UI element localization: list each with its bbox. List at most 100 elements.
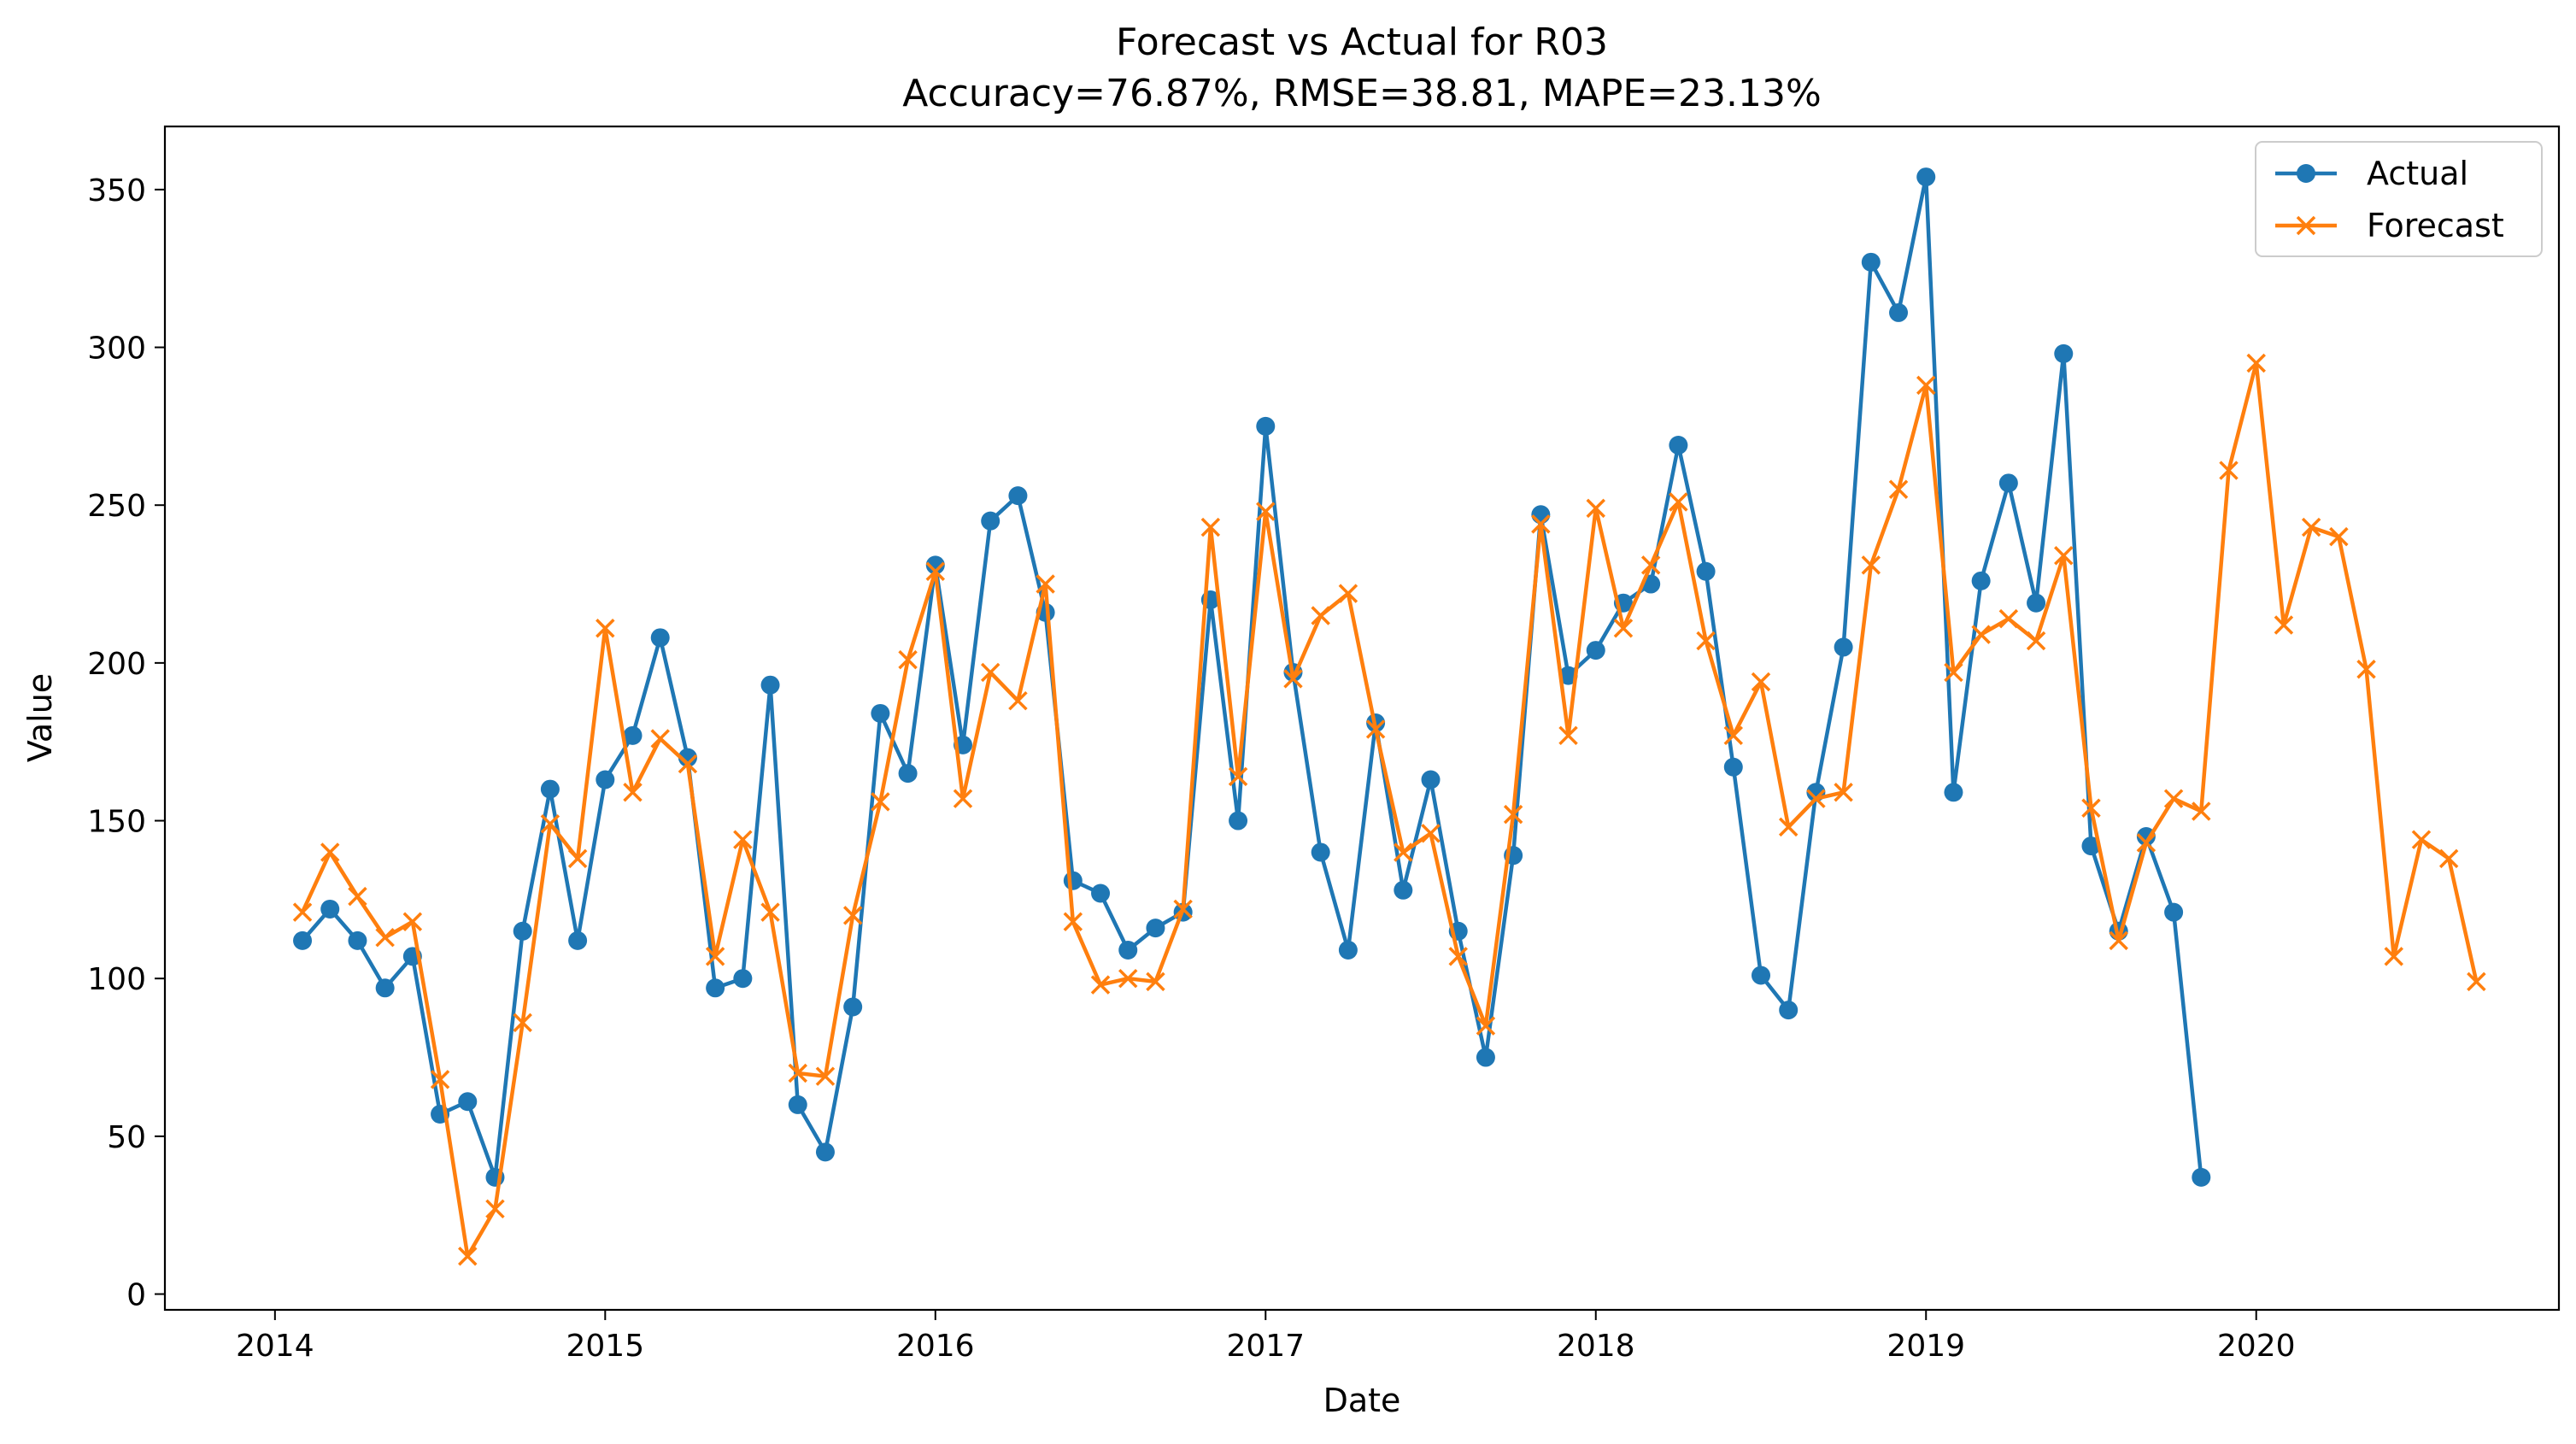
x-tick-label: 2018: [1557, 1329, 1635, 1364]
forecast-point: [1834, 783, 1853, 802]
actual-point: [293, 930, 313, 950]
y-axis-label: Value: [21, 673, 59, 762]
forecast-point: [2329, 526, 2349, 547]
actual-point: [1971, 571, 1991, 590]
forecast-point: [1640, 555, 1661, 575]
forecast-point: [2467, 971, 2486, 992]
forecast-point: [1063, 912, 1083, 931]
forecast-point: [1036, 574, 1055, 594]
forecast-point: [1696, 631, 1716, 651]
forecast-point: [2192, 801, 2211, 821]
forecast-point: [1448, 947, 1468, 966]
actual-point: [2054, 343, 2074, 363]
actual-point: [1146, 919, 1165, 938]
actual-point: [898, 764, 918, 784]
forecast-point: [898, 649, 918, 670]
forecast-point: [2384, 947, 2403, 966]
forecast-point: [1118, 968, 1138, 989]
forecast-point: [1806, 789, 1826, 808]
forecast-point: [320, 842, 340, 862]
forecast-point: [2219, 461, 2239, 480]
forecast-point: [2136, 833, 2156, 853]
forecast-point: [1476, 1016, 1496, 1036]
legend: Actual Forecast: [2255, 141, 2543, 257]
forecast-point: [2054, 546, 2074, 566]
actual-point: [843, 997, 863, 1017]
y-tick-label: 50: [107, 1120, 146, 1155]
actual-point: [623, 725, 643, 745]
forecast-point: [980, 662, 1000, 683]
forecast-point: [1503, 804, 1523, 825]
actual-point: [375, 978, 395, 998]
actual-point: [458, 1092, 478, 1112]
y-tick-label: 250: [87, 489, 146, 524]
x-tick-label: 2015: [566, 1329, 644, 1364]
actual-point: [650, 628, 670, 648]
forecast-point: [1228, 766, 1248, 787]
actual-point: [348, 930, 367, 950]
actual-point: [1558, 666, 1578, 685]
actual-point: [1229, 811, 1248, 831]
y-tick-label: 350: [87, 173, 146, 208]
legend-actual-label: Actual: [2367, 155, 2468, 192]
actual-point: [1834, 637, 1853, 657]
actual-point: [1256, 416, 1276, 436]
forecast-point: [2246, 353, 2266, 373]
forecast-point: [1669, 492, 1688, 512]
forecast-point: [953, 789, 973, 808]
forecast-point: [1778, 817, 1799, 837]
x-tick-label: 2020: [2217, 1329, 2296, 1364]
actual-point: [788, 1095, 807, 1114]
forecast-point: [623, 783, 643, 802]
forecast-point: [567, 848, 588, 869]
actual-series-line: [301, 174, 2203, 1180]
forecast-point: [1916, 375, 1936, 396]
actual-point: [1421, 770, 1441, 790]
actual-point: [871, 703, 890, 723]
legend-forecast-marker: [2296, 215, 2316, 236]
actual-point: [1779, 1001, 1799, 1020]
actual-point: [1118, 940, 1138, 960]
actual-point: [733, 969, 753, 989]
x-axis-ticks: 2014 2015 2016 2017 2018 2019 2020: [236, 1310, 2296, 1364]
y-tick-label: 200: [87, 647, 146, 682]
y-tick-label: 300: [87, 332, 146, 367]
forecast-point: [2438, 848, 2459, 869]
forecast-point: [760, 902, 780, 922]
actual-point: [2081, 836, 2101, 856]
actual-point: [1063, 871, 1083, 890]
x-tick-label: 2014: [236, 1329, 314, 1364]
series-layer: [292, 167, 2486, 1266]
legend-actual-marker: [2297, 164, 2315, 183]
actual-point: [2192, 1167, 2211, 1187]
forecast-point: [1998, 608, 2019, 629]
y-axis-ticks: 0 50 100 150 200 250 300 350: [87, 173, 165, 1313]
forecast-point: [1200, 517, 1221, 537]
x-tick-label: 2016: [896, 1329, 975, 1364]
y-tick-label: 0: [126, 1278, 146, 1313]
forecast-point: [1861, 555, 1881, 575]
forecast-point: [1751, 672, 1771, 692]
forecast-point: [678, 754, 698, 774]
x-tick-label: 2019: [1887, 1329, 1965, 1364]
forecast-point: [596, 619, 615, 638]
plot-area-frame: [163, 125, 2561, 1312]
forecast-point: [2274, 615, 2294, 635]
actual-point: [815, 1142, 835, 1162]
actual-point: [568, 930, 588, 950]
forecast-point: [1531, 514, 1551, 534]
chart-title: Forecast vs Actual for R03: [1116, 21, 1608, 64]
chart-subtitle: Accuracy=76.87%, RMSE=38.81, MAPE=23.13%: [902, 72, 1822, 115]
actual-point: [1696, 561, 1716, 581]
forecast-point: [540, 813, 560, 834]
y-tick-label: 100: [87, 962, 146, 997]
forecast-point: [1146, 971, 1165, 992]
forecast-point: [485, 1199, 505, 1219]
x-tick-label: 2017: [1226, 1329, 1305, 1364]
forecast-point: [1558, 725, 1578, 746]
actual-point: [320, 899, 340, 919]
forecast-point: [842, 906, 863, 925]
forecast-point: [1971, 625, 1991, 644]
forecast-point: [1421, 824, 1441, 843]
actual-point: [1338, 940, 1358, 960]
